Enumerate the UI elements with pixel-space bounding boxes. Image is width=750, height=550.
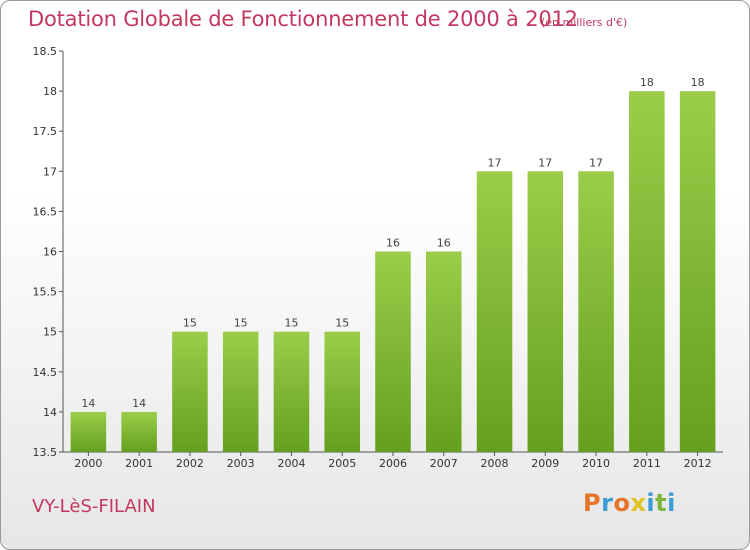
- x-tick-label: 2012: [684, 457, 712, 470]
- x-tick-label: 2010: [582, 457, 610, 470]
- y-tick-label: 14: [43, 406, 57, 419]
- x-tick-label: 2004: [277, 457, 305, 470]
- x-tick-label: 2009: [531, 457, 559, 470]
- y-tick-label: 13.5: [33, 446, 58, 459]
- y-tick-label: 17: [43, 165, 57, 178]
- x-tick-label: 2002: [176, 457, 204, 470]
- bar-value-label: 14: [81, 397, 95, 410]
- bars: 14 14 15 15 15 15 16 16 17 17 17 18 18: [70, 76, 716, 453]
- logo-letter: i: [646, 489, 656, 517]
- bar: [70, 411, 107, 452]
- logo-letter: x: [630, 489, 647, 517]
- x-tick-label: 2008: [481, 457, 509, 470]
- logo-letter: i: [667, 489, 676, 517]
- x-axis: 2000 2001 2002 2003 2004 2005 2006 2007 2008 2009…: [63, 451, 723, 470]
- y-tick-label: 17.5: [33, 125, 58, 138]
- bar-value-label: 16: [437, 237, 451, 250]
- y-tick-label: 18: [43, 85, 57, 98]
- bar: [222, 331, 259, 452]
- x-tick-label: 2003: [227, 457, 255, 470]
- chart-subtitle: (en milliers d'€): [541, 16, 628, 29]
- bar-value-label: 17: [488, 156, 502, 169]
- x-tick-label: 2011: [633, 457, 661, 470]
- bar: [527, 171, 564, 453]
- logo-letter: o: [613, 489, 631, 517]
- y-tick-label: 18.5: [33, 45, 58, 58]
- chart-title: Dotation Globale de Fonctionnement de 20…: [28, 7, 578, 31]
- bar: [324, 331, 360, 452]
- x-tick-label: 2001: [125, 457, 153, 470]
- bar: [121, 411, 157, 452]
- bar-value-label: 15: [234, 317, 248, 330]
- y-tick-label: 15: [43, 326, 57, 339]
- y-tick-label: 16.5: [33, 205, 58, 218]
- logo-letter: r: [601, 489, 614, 517]
- bar: [172, 331, 208, 452]
- bar-value-label: 18: [691, 76, 705, 89]
- bar: [426, 251, 462, 452]
- x-tick-label: 2007: [430, 457, 458, 470]
- bar: [476, 171, 513, 453]
- bar: [679, 91, 716, 452]
- bar: [375, 251, 411, 452]
- y-tick-label: 14.5: [33, 366, 58, 379]
- bar-value-label: 16: [386, 237, 400, 250]
- x-tick-label: 2006: [379, 457, 407, 470]
- bar: [273, 331, 310, 452]
- bar-value-label: 14: [132, 397, 146, 410]
- bar-value-label: 17: [538, 156, 552, 169]
- bar-value-label: 17: [589, 156, 603, 169]
- y-tick-label: 16: [43, 246, 57, 259]
- proxiti-logo: Proxiti: [583, 489, 676, 517]
- y-axis: 13.5 14 14.5 15 15.5 16 16.5 17 17.5 18 18.5: [33, 45, 64, 459]
- bar-value-label: 18: [640, 76, 654, 89]
- bar-value-label: 15: [284, 317, 298, 330]
- logo-letter: P: [583, 489, 602, 517]
- bar: [629, 91, 665, 452]
- x-tick-label: 2000: [74, 457, 102, 470]
- commune-name: VY-LèS-FILAIN: [32, 496, 156, 517]
- bar-value-label: 15: [183, 317, 197, 330]
- y-tick-label: 15.5: [33, 286, 58, 299]
- bar: [578, 171, 614, 453]
- x-tick-label: 2005: [328, 457, 356, 470]
- logo-letter: t: [655, 489, 668, 517]
- bar-value-label: 15: [335, 317, 349, 330]
